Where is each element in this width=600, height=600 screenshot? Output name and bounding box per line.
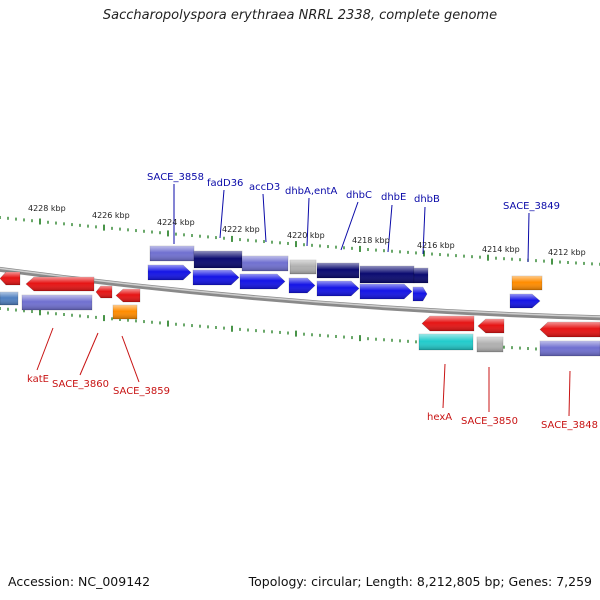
- feature-kate-gene-shading: [22, 295, 92, 310]
- feature-fadd36-gene-shading: [194, 251, 242, 268]
- feature-sace-3858-cds-shading: [148, 265, 191, 280]
- gene-label-dhbb[interactable]: dhbB: [414, 194, 440, 205]
- kbp-label-4218: 4218 kbp: [352, 236, 390, 245]
- leader-dhba-enta: [306, 197, 310, 247]
- feature-dhbe-cds-shading: [360, 284, 412, 299]
- feature-sace-3858-gene-shading: [150, 246, 194, 261]
- leader-sace-3859: [121, 335, 140, 383]
- feature-sace-3848-gene-shading: [540, 341, 600, 356]
- kbp-label-4228: 4228 kbp: [28, 204, 66, 213]
- feature-left-edge-red-shading: [0, 272, 20, 285]
- genome-summary-text: Topology: circular; Length: 8,212,805 bp…: [248, 574, 592, 589]
- gene-label-accd3[interactable]: accD3: [249, 182, 280, 193]
- map-title: Saccharopolyspora erythraea NRRL 2338, c…: [102, 8, 498, 23]
- gene-label-sace-3860[interactable]: SACE_3860: [52, 379, 109, 390]
- gene-label-sace-3859[interactable]: SACE_3859: [113, 386, 170, 397]
- kbp-label-4214: 4214 kbp: [482, 245, 520, 254]
- feature-sace-3849-gene-shading: [512, 276, 542, 290]
- kbp-labels: 4228 kbp 4226 kbp 4224 kbp 4222 kbp 4220…: [28, 204, 586, 257]
- gene-features: [0, 245, 600, 357]
- leader-sace-3849: [527, 212, 530, 263]
- leader-kate: [36, 327, 54, 371]
- kbp-label-4226: 4226 kbp: [92, 211, 130, 220]
- gene-label-dhbe[interactable]: dhbE: [381, 192, 406, 203]
- feature-dhbc-cds-shading: [317, 281, 359, 296]
- kbp-label-4220: 4220 kbp: [287, 231, 325, 240]
- leader-accd3: [262, 193, 267, 243]
- feature-sace-3849-cds-shading: [510, 294, 540, 308]
- feature-dhba-gene-shading: [290, 260, 316, 274]
- leader-dhbc: [340, 201, 359, 251]
- leader-sace-3848: [568, 370, 571, 417]
- gene-label-fadd36[interactable]: fadD36: [207, 178, 243, 189]
- feature-dhbe-gene-shading: [360, 266, 414, 283]
- feature-dhba-cds-shading: [289, 278, 315, 293]
- feature-accd3-gene-shading: [242, 256, 288, 271]
- bottom-gene-labels: katE SACE_3860 SACE_3859 hexA SACE_3850 …: [27, 374, 598, 431]
- leader-hexa: [442, 363, 446, 409]
- gene-label-sace-3848[interactable]: SACE_3848: [541, 420, 598, 431]
- kbp-label-4222: 4222 kbp: [222, 225, 260, 234]
- feature-sace-3859-gene-shading: [113, 305, 137, 319]
- accession-text: Accession: NC_009142: [8, 574, 151, 589]
- feature-dhbb-gene-shading: [414, 268, 428, 283]
- feature-sace-3848-cds-shading: [540, 322, 600, 337]
- gene-label-kate[interactable]: katE: [27, 374, 49, 385]
- feature-hexa-gene-shading: [419, 334, 473, 350]
- leader-dhbb: [422, 206, 426, 255]
- gene-label-dhbc[interactable]: dhbC: [346, 190, 372, 201]
- kbp-label-4216: 4216 kbp: [417, 241, 455, 250]
- kbp-label-4212: 4212 kbp: [548, 248, 586, 257]
- feature-sace-3860-cds-shading: [96, 286, 112, 298]
- gene-label-hexa[interactable]: hexA: [427, 412, 452, 423]
- feature-sace-3859-cds-shading: [116, 289, 140, 302]
- feature-sace-3850-gene-shading: [477, 337, 503, 352]
- gene-label-sace-3849[interactable]: SACE_3849: [503, 201, 560, 212]
- outer-tick-ring: [0, 216, 600, 266]
- feature-accd3-cds-shading: [240, 274, 285, 289]
- gene-label-dhba-enta[interactable]: dhbA,entA: [285, 186, 337, 197]
- gene-label-sace-3850[interactable]: SACE_3850: [461, 416, 518, 427]
- feature-left-edge-blue-shading: [0, 292, 18, 305]
- leader-fadd36: [219, 189, 225, 239]
- label-connector-lines: [36, 184, 571, 417]
- top-gene-labels: SACE_3858 fadD36 accD3 dhbA,entA dhbC dh…: [147, 172, 560, 212]
- leader-dhbe: [387, 204, 393, 253]
- leader-sace-3860: [79, 332, 99, 376]
- feature-kate-cds-shading: [26, 277, 94, 291]
- gene-label-sace-3858[interactable]: SACE_3858: [147, 172, 204, 183]
- feature-sace-3850-cds-shading: [478, 319, 504, 333]
- feature-hexa-cds-shading: [422, 316, 474, 331]
- feature-dhbb-cds-shading: [413, 287, 427, 301]
- feature-fadd36-cds-shading: [193, 270, 239, 285]
- kbp-label-4224: 4224 kbp: [157, 218, 195, 227]
- feature-dhbc-gene-shading: [317, 263, 359, 278]
